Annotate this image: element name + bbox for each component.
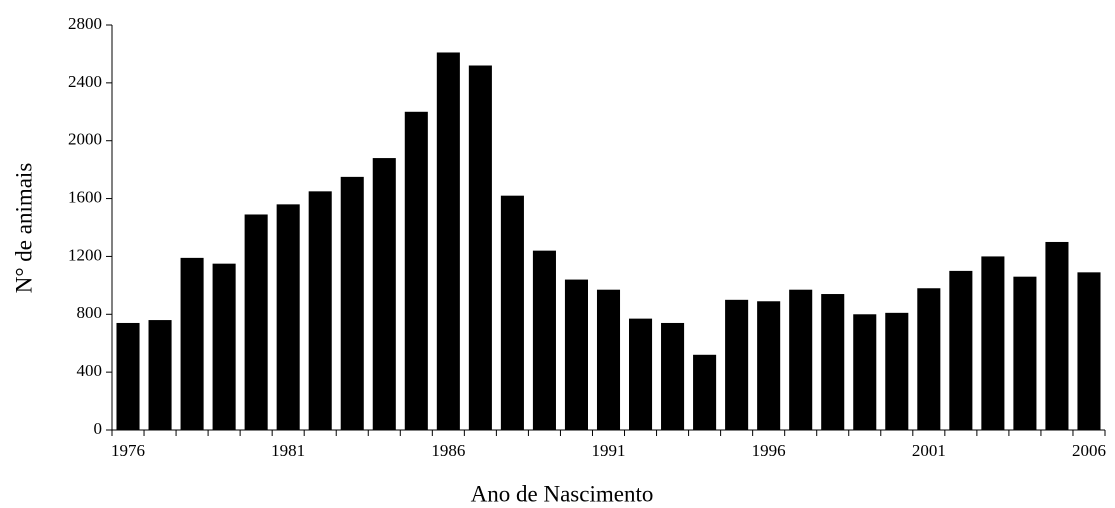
x-axis-title: Ano de Nascimento: [471, 481, 654, 506]
bar: [500, 195, 524, 430]
y-tick-label: 2000: [68, 130, 102, 149]
x-tick-label: 1996: [752, 441, 786, 460]
y-axis-title: N° de animais: [11, 163, 36, 294]
x-tick-label: 1986: [431, 441, 465, 460]
y-tick-label: 1600: [68, 187, 102, 206]
bar: [853, 314, 877, 430]
bar: [789, 289, 813, 430]
bar: [757, 301, 781, 430]
bar: [148, 320, 172, 430]
bar: [1077, 272, 1101, 430]
x-tick-label: 1981: [271, 441, 305, 460]
y-tick-label: 0: [94, 419, 103, 438]
bar: [308, 191, 332, 430]
bar: [725, 299, 749, 430]
bar: [532, 250, 556, 430]
bar: [917, 288, 941, 430]
bar: [821, 294, 845, 430]
bar: [564, 279, 588, 430]
bar: [404, 111, 428, 431]
bar: [661, 322, 685, 430]
bar: [596, 289, 621, 430]
y-tick-label: 800: [77, 303, 103, 322]
bar: [436, 52, 460, 430]
bar: [1045, 241, 1069, 430]
bar: [276, 204, 300, 430]
y-tick-label: 400: [77, 361, 103, 380]
x-tick-label: 2001: [912, 441, 946, 460]
bar: [372, 158, 396, 431]
bar: [949, 270, 973, 430]
bar: [693, 354, 717, 430]
y-tick-label: 1200: [68, 245, 102, 264]
bar: [340, 176, 364, 430]
y-tick-label: 2400: [68, 72, 102, 91]
bar: [629, 318, 653, 430]
bar: [981, 256, 1005, 430]
y-tick-label: 2800: [68, 14, 102, 33]
bar: [244, 214, 268, 430]
bar: [1013, 276, 1037, 430]
x-tick-label: 2006: [1072, 441, 1106, 460]
bar: [885, 312, 909, 430]
bar: [180, 257, 204, 430]
x-tick-label: 1991: [592, 441, 626, 460]
bar: [212, 263, 236, 430]
bar: [116, 322, 140, 430]
x-tick-label: 1976: [111, 441, 145, 460]
bar: [468, 65, 492, 430]
